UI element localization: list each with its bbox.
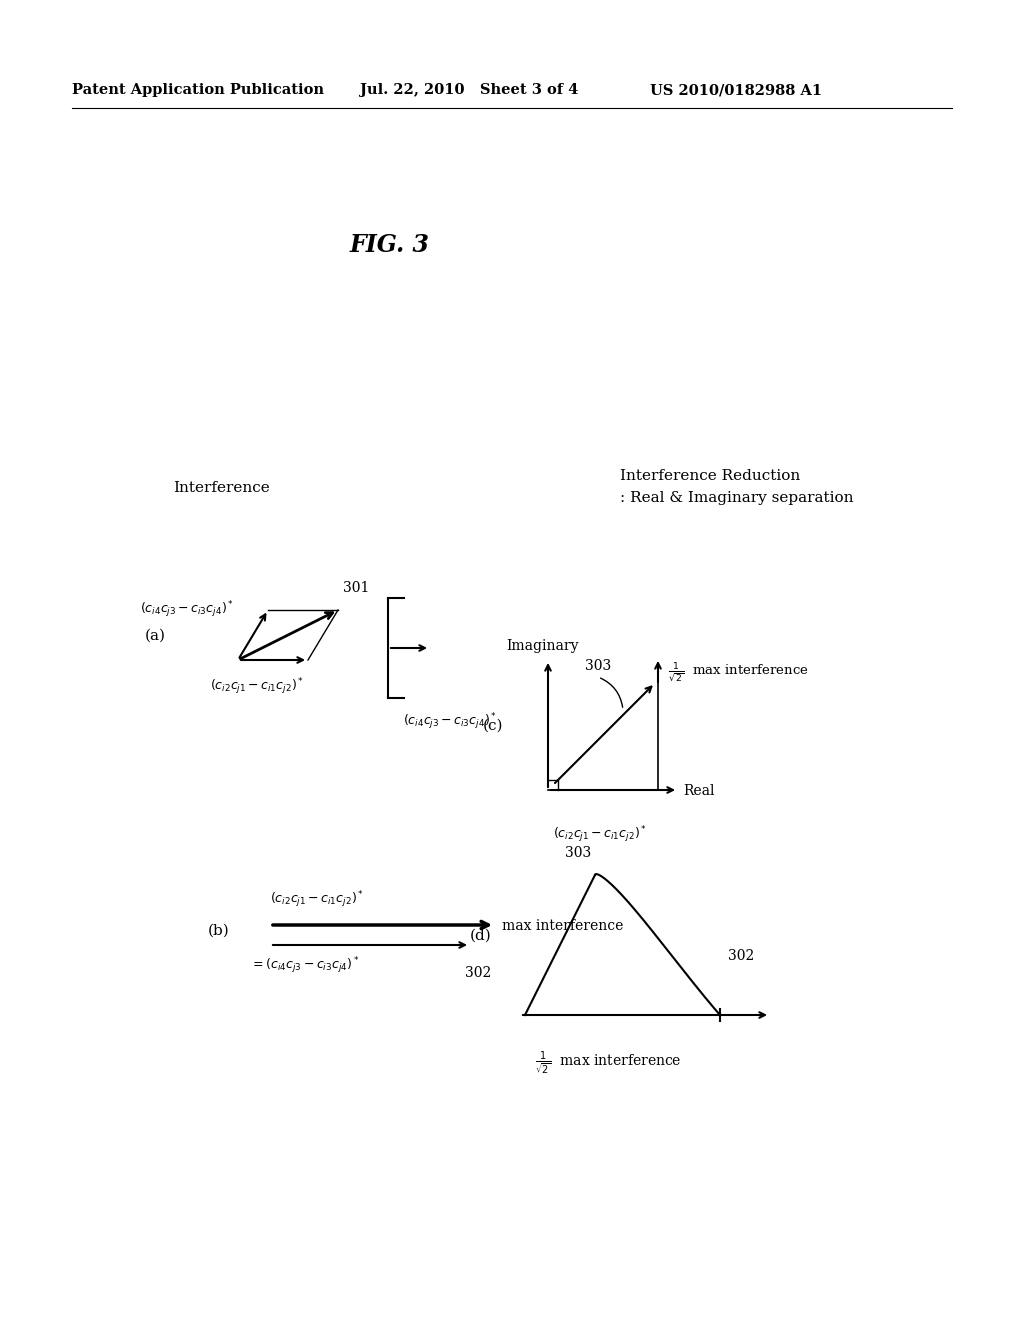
Text: (c): (c) <box>483 719 504 733</box>
Text: $\frac{1}{\sqrt{2}}$  max interference: $\frac{1}{\sqrt{2}}$ max interference <box>668 661 809 685</box>
Text: (a): (a) <box>145 630 166 643</box>
Text: Real: Real <box>683 784 715 799</box>
Text: US 2010/0182988 A1: US 2010/0182988 A1 <box>650 83 822 96</box>
Text: 303: 303 <box>565 846 591 861</box>
Text: (b): (b) <box>208 924 229 939</box>
Text: Imaginary: Imaginary <box>507 639 580 653</box>
Text: $(c_{i2}c_{j1}-c_{i1}c_{j2})^*$: $(c_{i2}c_{j1}-c_{i1}c_{j2})^*$ <box>270 890 364 909</box>
Text: Interference: Interference <box>174 480 270 495</box>
Text: $(c_{i4}c_{j3}-c_{i3}c_{j4})^*$: $(c_{i4}c_{j3}-c_{i3}c_{j4})^*$ <box>403 711 497 731</box>
Text: Jul. 22, 2010   Sheet 3 of 4: Jul. 22, 2010 Sheet 3 of 4 <box>360 83 579 96</box>
Text: $(c_{i2}c_{j1}-c_{i1}c_{j2})^*$: $(c_{i2}c_{j1}-c_{i1}c_{j2})^*$ <box>210 676 304 697</box>
Text: $= (c_{i4}c_{j3}-c_{i3}c_{j4})^*$: $= (c_{i4}c_{j3}-c_{i3}c_{j4})^*$ <box>250 956 359 975</box>
Text: 302: 302 <box>728 949 755 964</box>
Text: (d): (d) <box>470 929 492 942</box>
Text: $(c_{i2}c_{j1}-c_{i1}c_{j2})^*$: $(c_{i2}c_{j1}-c_{i1}c_{j2})^*$ <box>553 824 647 845</box>
Text: FIG. 3: FIG. 3 <box>350 234 430 257</box>
FancyArrowPatch shape <box>600 678 623 708</box>
Text: Interference Reduction: Interference Reduction <box>620 469 800 483</box>
Text: $(c_{i4}c_{j3}-c_{i3}c_{j4})^*$: $(c_{i4}c_{j3}-c_{i3}c_{j4})^*$ <box>140 599 234 620</box>
Text: $\frac{1}{\sqrt{2}}$  max interference: $\frac{1}{\sqrt{2}}$ max interference <box>535 1051 682 1078</box>
Text: Patent Application Publication: Patent Application Publication <box>72 83 324 96</box>
Text: : Real & Imaginary separation: : Real & Imaginary separation <box>620 491 853 506</box>
Text: 302: 302 <box>465 966 492 979</box>
Text: 303: 303 <box>585 659 611 673</box>
Text: max interference: max interference <box>502 919 624 933</box>
Text: 301: 301 <box>343 581 370 595</box>
